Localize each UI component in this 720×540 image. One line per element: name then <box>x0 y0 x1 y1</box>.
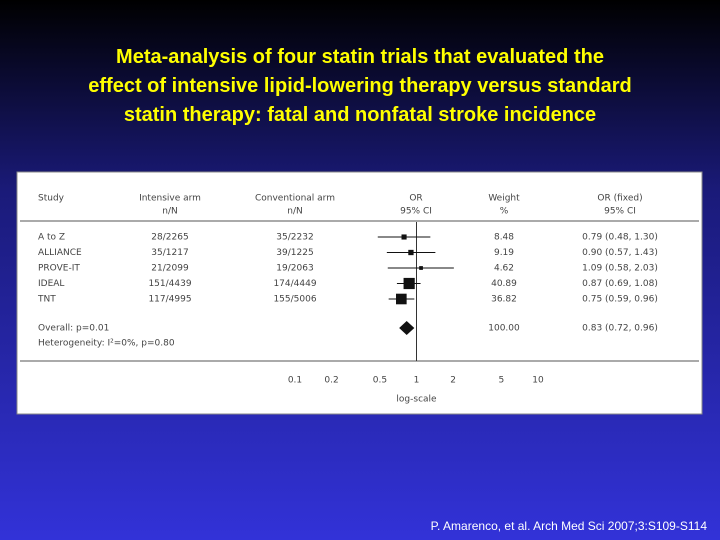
x-tick-label: 10 <box>532 376 544 386</box>
study-label: IDEAL <box>38 279 64 289</box>
study-label: ALLIANCE <box>38 248 82 258</box>
intensive-count: 21/2099 <box>151 264 189 274</box>
conventional-count: 174/4449 <box>273 279 316 289</box>
column-header: % <box>500 207 509 217</box>
or-label: 0.79 (0.48, 1.30) <box>582 233 658 243</box>
source: P. Amarenco, et al. Arch Med Sci 2007;3:… <box>431 519 708 533</box>
study-label: A to Z <box>38 233 65 243</box>
or-label: 0.75 (0.59, 0.96) <box>582 295 658 305</box>
overall-or-label: 0.83 (0.72, 0.96) <box>582 324 658 334</box>
column-header: OR (fixed) <box>597 194 642 204</box>
x-tick-label: 0.2 <box>324 376 338 386</box>
study-label: PROVE-IT <box>38 264 80 274</box>
or-square <box>396 293 407 305</box>
intensive-count: 117/4995 <box>148 295 191 305</box>
chart-title: effect of intensive lipid-lowering thera… <box>88 75 631 97</box>
column-header: n/N <box>287 207 302 217</box>
column-header: Weight <box>488 194 520 204</box>
conventional-count: 35/2232 <box>276 233 313 243</box>
heterogeneity: Heterogeneity: I²=0%, p=0.80 <box>38 339 175 349</box>
column-header: Study <box>38 194 65 204</box>
conventional-count: 155/5006 <box>273 295 316 305</box>
weight-label: 8.48 <box>494 233 514 243</box>
overall-label: Overall: p=0.01 <box>38 324 109 334</box>
or-square <box>403 277 415 290</box>
x-tick-label: 0.1 <box>288 376 302 386</box>
column-header: Intensive arm <box>139 194 201 204</box>
column-header: n/N <box>162 207 177 217</box>
or-label: 0.87 (0.69, 1.08) <box>582 279 658 289</box>
overall-weight: 100.00 <box>488 324 520 334</box>
study-label: TNT <box>37 295 56 305</box>
weight-label: 4.62 <box>494 264 514 274</box>
x-tick-label: 1 <box>414 376 420 386</box>
column-header: 95% CI <box>400 207 432 217</box>
x-tick-label: 5 <box>499 376 505 386</box>
or-label: 1.09 (0.58, 2.03) <box>582 264 658 274</box>
intensive-count: 35/1217 <box>151 248 188 258</box>
x-tick-label: 2 <box>450 376 456 386</box>
intensive-count: 151/4439 <box>148 279 191 289</box>
chart-title: statin therapy: fatal and nonfatal strok… <box>124 104 596 126</box>
column-header: OR <box>409 194 422 204</box>
weight-label: 40.89 <box>491 279 517 289</box>
or-square <box>408 249 414 256</box>
or-square <box>401 234 407 240</box>
x-tick-label: 0.5 <box>373 376 387 386</box>
x-axis-label: log-scale <box>396 395 437 405</box>
weight-label: 36.82 <box>491 295 517 305</box>
chart-title: Meta-analysis of four statin trials that… <box>116 46 604 68</box>
weight-label: 9.19 <box>494 248 514 258</box>
or-label: 0.90 (0.57, 1.43) <box>582 248 658 258</box>
overall-diamond <box>399 321 415 335</box>
or-square <box>419 266 423 270</box>
conventional-count: 19/2063 <box>276 264 313 274</box>
chart-panel <box>16 171 703 415</box>
intensive-count: 28/2265 <box>151 233 188 243</box>
column-header: Conventional arm <box>255 194 335 204</box>
column-header: 95% CI <box>604 207 636 217</box>
conventional-count: 39/1225 <box>276 248 313 258</box>
